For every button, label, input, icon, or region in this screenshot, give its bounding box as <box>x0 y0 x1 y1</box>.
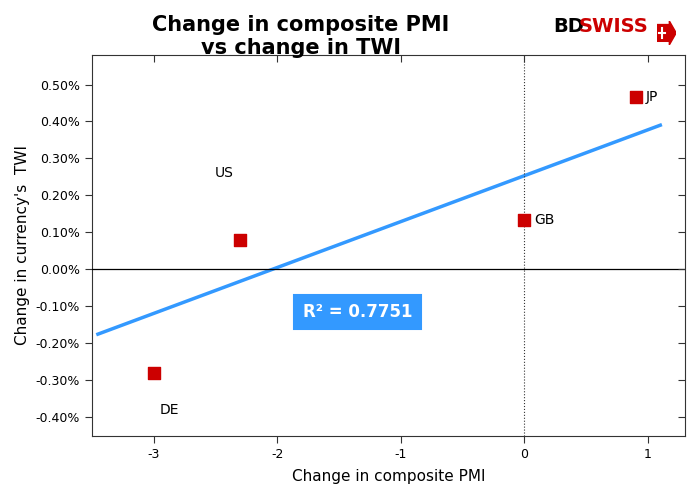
Y-axis label: Change in currency's  TWI: Change in currency's TWI <box>15 145 30 345</box>
Text: Change in composite PMI
vs change in TWI: Change in composite PMI vs change in TWI <box>153 15 449 58</box>
Point <box>234 236 246 244</box>
Text: BD: BD <box>553 17 584 36</box>
Polygon shape <box>657 21 676 45</box>
Text: GB: GB <box>534 213 554 227</box>
Text: R² = 0.7751: R² = 0.7751 <box>302 303 412 321</box>
Text: US: US <box>215 166 234 180</box>
Point <box>630 93 641 101</box>
Point <box>519 216 530 224</box>
Text: DE: DE <box>160 403 179 417</box>
Text: JP: JP <box>645 90 658 104</box>
Text: SWISS: SWISS <box>578 17 648 36</box>
X-axis label: Change in composite PMI: Change in composite PMI <box>292 469 485 484</box>
Point <box>148 369 159 377</box>
